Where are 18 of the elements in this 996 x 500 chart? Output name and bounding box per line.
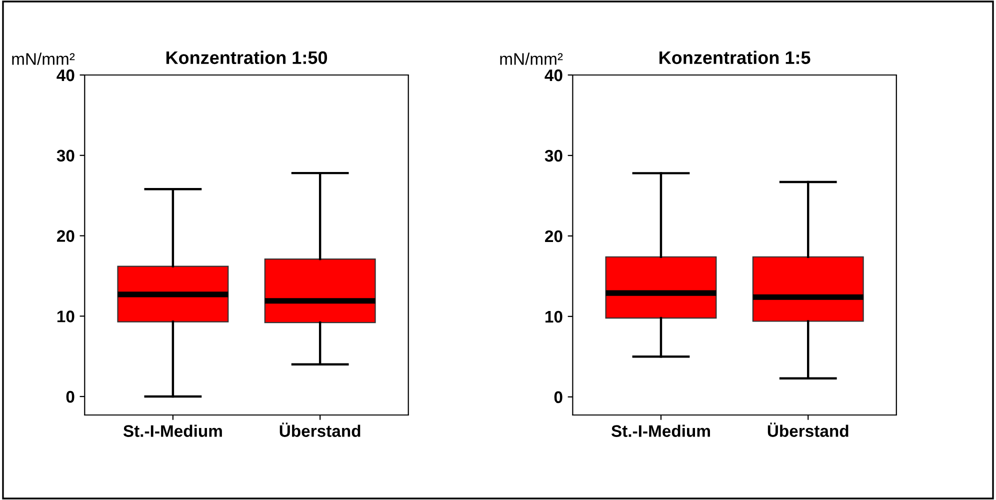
y-tick-label: 20 [56, 230, 74, 242]
y-tick-label: 30 [544, 150, 562, 162]
chart-title: Konzentration 1:50 [166, 50, 328, 64]
y-tick-label: 30 [56, 150, 74, 162]
chart-title: Konzentration 1:5 [660, 50, 810, 64]
y-tick-label: 40 [56, 69, 74, 82]
y-tick-label: 10 [57, 310, 74, 322]
y-axis-title: mN/mm² [500, 52, 563, 65]
y-tick-label: 20 [545, 230, 562, 242]
x-tick-label: Überstand [768, 422, 848, 437]
y-tick-label: 40 [544, 69, 562, 82]
x-tick-label: St.-I-Medium [611, 424, 710, 437]
x-tick-label: Überstand [280, 422, 360, 437]
y-axis-title: mN/mm² [12, 52, 75, 65]
y-tick-label: 0 [66, 390, 74, 403]
y-tick-label: 10 [545, 310, 562, 323]
x-tick-label: St.-I-Medium [123, 424, 222, 437]
y-tick-label: 0 [554, 391, 562, 404]
